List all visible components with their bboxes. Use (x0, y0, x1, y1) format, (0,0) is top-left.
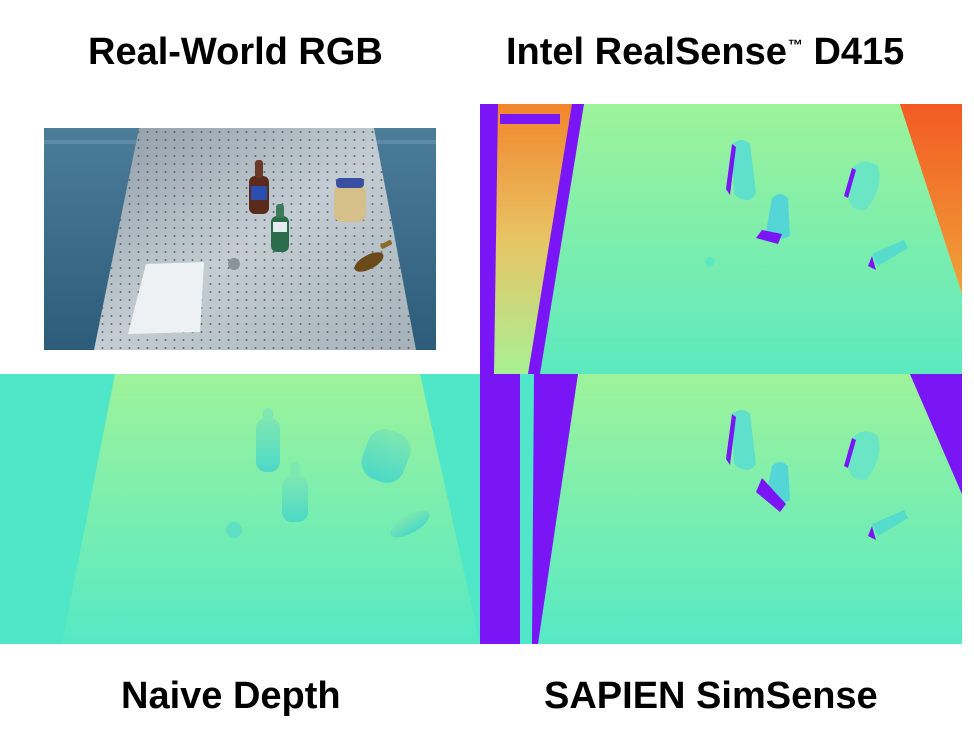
caption-intel-realsense-main: Intel RealSense (506, 31, 787, 73)
caption-real-world-rgb: Real-World RGB (88, 31, 383, 73)
bottle-cola (249, 160, 269, 214)
caption-naive-depth: Naive Depth (121, 675, 341, 717)
caption-intel-realsense-suffix: D415 (802, 31, 905, 73)
simsense-depth-map (480, 374, 962, 644)
realsense-depth-map (480, 104, 962, 374)
bottle-green (271, 204, 289, 252)
bottle-beer (354, 240, 393, 272)
rgb-photo (44, 128, 436, 350)
caption-intel-realsense: Intel RealSense™ D415 (506, 33, 904, 71)
naive-depth-map (0, 374, 480, 644)
jar (334, 178, 366, 222)
trademark-mark: ™ (787, 37, 803, 55)
caption-sapien-simsense: SAPIEN SimSense (544, 675, 878, 717)
